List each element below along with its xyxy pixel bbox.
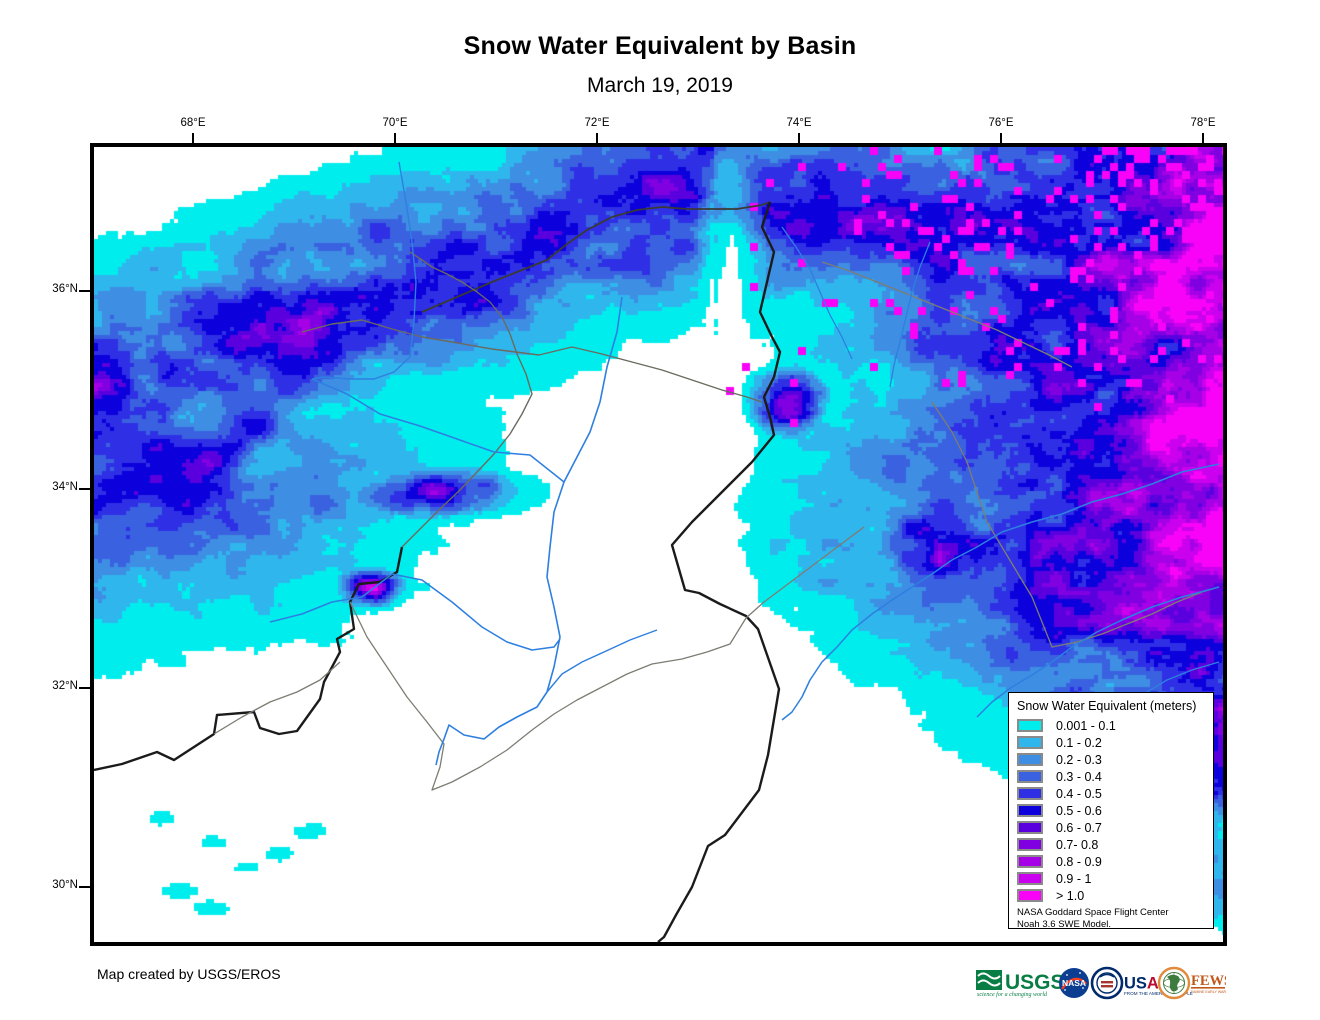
nasa-wordmark: NASA xyxy=(1062,978,1086,988)
legend-source-line2: Noah 3.6 SWE Model. xyxy=(1017,919,1111,931)
legend-item-label: 0.7- 0.8 xyxy=(1056,837,1099,852)
legend-item: 0.001 - 0.1 xyxy=(1017,717,1213,734)
legend-swatch xyxy=(1017,889,1043,902)
boundary-line xyxy=(657,201,782,942)
lon-axis-label: 68°E xyxy=(180,117,206,129)
legend-item: 0.7- 0.8 xyxy=(1017,836,1213,853)
basin-line xyxy=(301,319,763,403)
map-overlay-svg xyxy=(94,161,1220,942)
legend-item: 0.4 - 0.5 xyxy=(1017,785,1213,802)
basin-line xyxy=(821,261,1073,368)
lon-axis-label: 72°E xyxy=(584,117,610,129)
usgs-wordmark: USGS xyxy=(1005,971,1065,994)
legend-item: > 1.0 xyxy=(1017,887,1213,904)
basin-line xyxy=(213,661,341,735)
legend-item: 0.5 - 0.6 xyxy=(1017,802,1213,819)
usgs-logo: USGS science for a changing world xyxy=(976,970,1065,998)
lat-tick xyxy=(79,886,91,888)
lat-axis-label: 36°N xyxy=(52,283,78,295)
legend-swatch xyxy=(1017,753,1043,766)
lat-tick xyxy=(79,488,91,490)
lat-tick xyxy=(79,687,91,689)
legend-item-label: 0.2 - 0.3 xyxy=(1056,752,1102,767)
legend-swatch xyxy=(1017,787,1043,800)
legend-swatch xyxy=(1017,855,1043,868)
legend-item: 0.9 - 1 xyxy=(1017,870,1213,887)
nasa-logo: NASA xyxy=(1059,968,1089,998)
legend-swatch xyxy=(1017,872,1043,885)
boundary-line xyxy=(94,546,404,772)
fewsnet-logo: FEWS NET FAMINE EARLY WARNING SYSTEMS NE… xyxy=(1157,966,1273,1000)
basin-line xyxy=(349,601,747,791)
legend-swatch xyxy=(1017,770,1043,783)
usgs-tagline: science for a changing world xyxy=(977,991,1048,998)
legend-item: 0.1 - 0.2 xyxy=(1017,734,1213,751)
legend-item-label: 0.4 - 0.5 xyxy=(1056,786,1102,801)
legend-item: 0.6 - 0.7 xyxy=(1017,819,1213,836)
legend-source-line1: NASA Goddard Space Flight Center xyxy=(1017,907,1169,918)
lon-tick xyxy=(192,133,194,144)
lon-tick xyxy=(1000,133,1002,144)
legend-item: 0.8 - 0.9 xyxy=(1017,853,1213,870)
lon-tick xyxy=(798,133,800,144)
lon-tick xyxy=(596,133,598,144)
river-line xyxy=(546,629,658,693)
lon-axis-label: 74°E xyxy=(786,117,812,129)
river-line xyxy=(435,296,623,766)
river-line xyxy=(311,378,565,483)
fewsnet-wordmark: FEWS NET xyxy=(1191,973,1226,989)
page-subtitle: March 19, 2019 xyxy=(587,74,733,97)
usaid-tagline: FROM THE AMERICAN PEOPLE xyxy=(1124,991,1193,996)
river-line xyxy=(269,573,561,651)
lat-tick xyxy=(79,290,91,292)
lon-tick xyxy=(1202,133,1204,144)
legend-item-label: > 1.0 xyxy=(1056,888,1085,903)
river-line xyxy=(976,586,1220,718)
page-title: Snow Water Equivalent by Basin xyxy=(463,32,857,60)
fewsnet-tagline: FAMINE EARLY WARNING SYSTEMS NETWORK xyxy=(1191,990,1226,994)
legend-title: Snow Water Equivalent (meters) xyxy=(1017,699,1197,713)
boundary-line xyxy=(421,201,771,313)
legend-item-label: 0.1 - 0.2 xyxy=(1056,735,1102,750)
basin-line xyxy=(745,526,865,619)
legend-item-label: 0.3 - 0.4 xyxy=(1056,769,1102,784)
legend-swatch xyxy=(1017,736,1043,749)
legend-rows: 0.001 - 0.1 0.1 - 0.2 0.2 - 0.3 0.3 - 0.4 0.… xyxy=(1017,717,1213,904)
legend-item-label: 0.9 - 1 xyxy=(1056,871,1092,886)
usaid-wordmark-us: US xyxy=(1124,975,1147,993)
legend-swatch xyxy=(1017,719,1043,732)
lat-axis-label: 30°N xyxy=(52,879,78,891)
river-line xyxy=(781,463,1220,721)
lon-axis-label: 70°E xyxy=(382,117,408,129)
legend-swatch xyxy=(1017,804,1043,817)
river-line xyxy=(781,226,853,360)
legend-item-label: 0.5 - 0.6 xyxy=(1056,803,1102,818)
basin-line xyxy=(931,401,1220,648)
legend-item-label: 0.6 - 0.7 xyxy=(1056,820,1102,835)
legend-swatch xyxy=(1017,821,1043,834)
legend-item: 0.3 - 0.4 xyxy=(1017,768,1213,785)
lat-axis-label: 34°N xyxy=(52,481,78,493)
river-line xyxy=(889,241,931,388)
legend-item: 0.2 - 0.3 xyxy=(1017,751,1213,768)
river-line xyxy=(311,161,417,380)
lon-tick xyxy=(394,133,396,144)
basin-line xyxy=(401,251,533,548)
legend-item-label: 0.001 - 0.1 xyxy=(1056,718,1116,733)
legend: Snow Water Equivalent (meters) 0.001 - 0… xyxy=(1008,692,1214,931)
legend-item-label: 0.8 - 0.9 xyxy=(1056,854,1102,869)
lat-axis-label: 32°N xyxy=(52,680,78,692)
usgs-wave-icon xyxy=(976,970,1002,990)
attribution: Map created by USGS/EROS xyxy=(97,966,281,982)
lon-axis-label: 76°E xyxy=(988,117,1014,129)
legend-swatch xyxy=(1017,838,1043,851)
lon-axis-label: 78°E xyxy=(1190,117,1216,129)
logo-row: USGS science for a changing world NASA U… xyxy=(974,962,1273,1011)
